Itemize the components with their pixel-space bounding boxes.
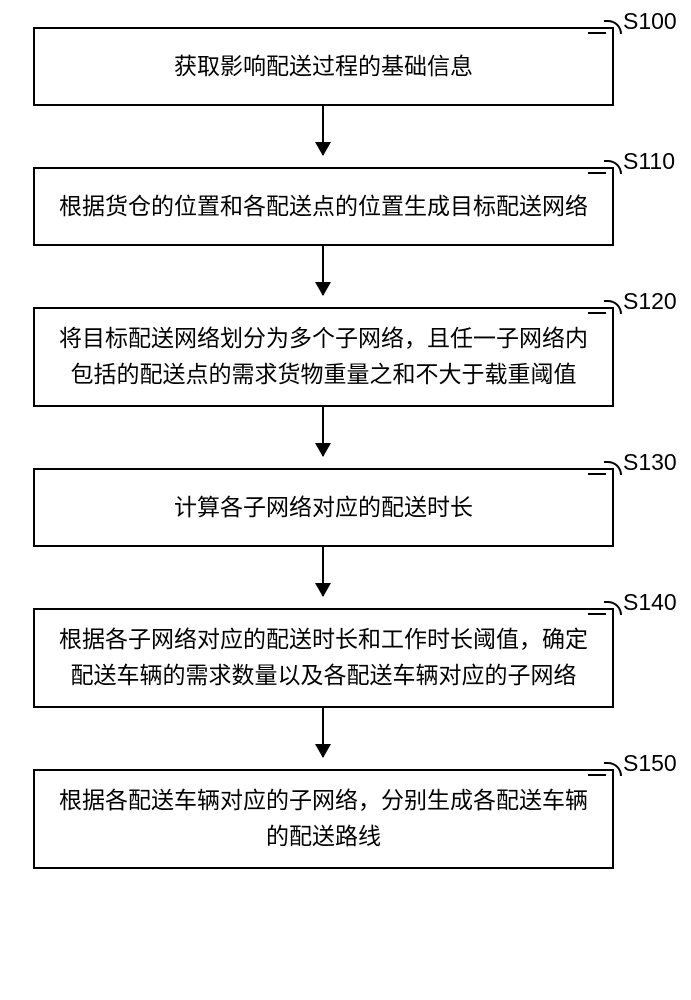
arrow-s110-s120 — [322, 246, 324, 295]
arrow-s130-s140 — [322, 547, 324, 596]
node-text-s100: 获取影响配送过程的基础信息 — [174, 49, 473, 85]
leader-curve-s100 — [604, 20, 622, 34]
leader-curve-s150 — [604, 762, 622, 776]
leader-curve-s120 — [604, 300, 622, 314]
arrow-s140-s150 — [322, 708, 324, 757]
flowchart-node-s150: 根据各配送车辆对应的子网络，分别生成各配送车辆的配送路线 — [33, 769, 614, 869]
node-text-s120: 将目标配送网络划分为多个子网络，且任一子网络内包括的配送点的需求货物重量之和不大… — [55, 321, 592, 392]
node-label-s140: S140 — [623, 589, 677, 616]
flowchart-node-s120: 将目标配送网络划分为多个子网络，且任一子网络内包括的配送点的需求货物重量之和不大… — [33, 307, 614, 407]
leader-curve-s130 — [604, 461, 622, 475]
node-text-s150: 根据各配送车辆对应的子网络，分别生成各配送车辆的配送路线 — [55, 783, 592, 854]
leader-curve-s110 — [604, 160, 622, 174]
node-text-s110: 根据货仓的位置和各配送点的位置生成目标配送网络 — [59, 189, 588, 225]
node-label-s100: S100 — [623, 8, 677, 35]
arrow-s100-s110 — [322, 106, 324, 155]
node-label-s110: S110 — [623, 148, 675, 175]
node-label-s120: S120 — [623, 288, 677, 315]
flowchart-node-s140: 根据各子网络对应的配送时长和工作时长阈值，确定配送车辆的需求数量以及各配送车辆对… — [33, 608, 614, 708]
node-label-s130: S130 — [623, 449, 677, 476]
flowchart-container: 获取影响配送过程的基础信息 S100 根据货仓的位置和各配送点的位置生成目标配送网络… — [0, 0, 691, 1000]
flowchart-node-s130: 计算各子网络对应的配送时长 — [33, 468, 614, 547]
node-text-s130: 计算各子网络对应的配送时长 — [174, 490, 473, 526]
flowchart-node-s100: 获取影响配送过程的基础信息 — [33, 27, 614, 106]
leader-curve-s140 — [604, 601, 622, 615]
node-label-s150: S150 — [623, 750, 677, 777]
node-text-s140: 根据各子网络对应的配送时长和工作时长阈值，确定配送车辆的需求数量以及各配送车辆对… — [55, 622, 592, 693]
flowchart-node-s110: 根据货仓的位置和各配送点的位置生成目标配送网络 — [33, 167, 614, 246]
arrow-s120-s130 — [322, 407, 324, 456]
